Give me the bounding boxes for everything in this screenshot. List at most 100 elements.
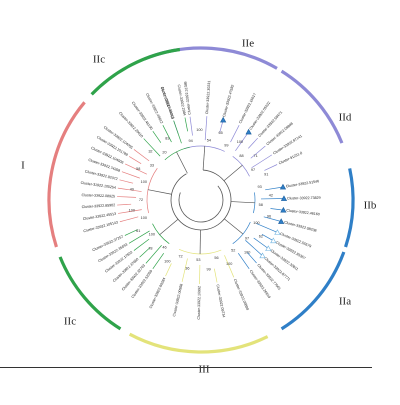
bootstrap-value: 56 bbox=[214, 256, 218, 260]
leaf-branch bbox=[120, 217, 138, 222]
clade-arc-III bbox=[130, 334, 268, 352]
bootstrap-value: 100 bbox=[226, 262, 232, 266]
clade-label-IIe: IIe bbox=[242, 38, 254, 50]
leaf-branch bbox=[153, 253, 164, 269]
bootstrap-value: 99 bbox=[207, 268, 211, 272]
leaf-label: Cluster-33922.51546 bbox=[286, 179, 320, 188]
clade-label-I: I bbox=[21, 160, 25, 172]
leaf-label: Cluster-33922.104055 bbox=[103, 125, 134, 150]
clade-stem bbox=[148, 190, 172, 195]
root-arc bbox=[179, 186, 223, 222]
leaf-label: Cluster-33922.46160 bbox=[286, 208, 320, 216]
figure-bottom-rule bbox=[0, 367, 372, 368]
leaf-marker-triangle bbox=[271, 238, 276, 243]
bootstrap-value: 100 bbox=[244, 251, 250, 255]
clade-stem bbox=[176, 152, 187, 173]
bootstrap-value: 72 bbox=[178, 254, 182, 258]
leaf-label: Cluster-33922.08925 bbox=[81, 193, 115, 198]
bootstrap-value: 33 bbox=[150, 164, 154, 168]
bootstrap-value: 78 bbox=[148, 246, 152, 250]
leaf-label: Cluster-33922.47582 bbox=[222, 84, 235, 117]
bootstrap-value: 97 bbox=[251, 168, 255, 172]
clade-label-IIc_top: IIc bbox=[93, 54, 105, 66]
leaf-branch bbox=[129, 156, 141, 163]
leaf-branch bbox=[264, 165, 277, 171]
leaf-label: Cluster-33922.00284 bbox=[149, 277, 167, 309]
bootstrap-value: 54 bbox=[207, 139, 211, 143]
leaf-branch bbox=[134, 149, 149, 160]
clade-label-IIa: IIa bbox=[339, 296, 351, 308]
leaf-branch bbox=[117, 204, 131, 205]
leaf-branch bbox=[166, 263, 172, 276]
leaf-branch bbox=[248, 138, 257, 148]
bootstrap-value: 46 bbox=[162, 246, 166, 250]
bootstrap-value: 97 bbox=[245, 237, 249, 241]
clade-arc-IIb bbox=[346, 168, 353, 247]
leaf-label: Cluster-33922.16992 bbox=[197, 286, 202, 320]
bootstrap-value: 52 bbox=[231, 249, 235, 253]
bootstrap-value: 100 bbox=[196, 128, 202, 132]
leaf-branch bbox=[134, 239, 149, 250]
leaf-branch bbox=[254, 238, 269, 249]
clade-arc-I bbox=[49, 102, 85, 247]
leaf-branch bbox=[205, 116, 207, 140]
clade-stem bbox=[231, 202, 255, 203]
clade-label-IIc_bottom: IIc bbox=[64, 316, 76, 328]
bootstrap-value: 36 bbox=[185, 267, 189, 271]
leaf-label: Cluster-33922.45513 bbox=[83, 212, 117, 221]
bootstrap-value: 49 bbox=[130, 187, 134, 191]
clade-stem bbox=[160, 219, 178, 234]
leaf-label: Cluster-33922.92072 bbox=[84, 169, 118, 181]
bootstrap-value: 20 bbox=[162, 150, 166, 154]
bootstrap-value: 100 bbox=[149, 232, 155, 236]
leaf-branch bbox=[174, 121, 182, 144]
leaf-label: Cluster-33922.09734 bbox=[215, 284, 225, 318]
bootstrap-value: 71 bbox=[253, 154, 257, 158]
clade-label-III: III bbox=[199, 364, 210, 376]
leaf-label: Cluster-33922.105143 bbox=[83, 220, 118, 233]
leaf-branch bbox=[122, 172, 140, 178]
bootstrap-value: 96 bbox=[267, 215, 271, 219]
backbone-arc bbox=[171, 170, 231, 230]
leaf-label: Cluster-91231.0 bbox=[278, 151, 303, 165]
leaf-label: Cluster-33922.73829 bbox=[287, 196, 321, 201]
leaf-branch bbox=[117, 197, 136, 198]
bootstrap-value: 72 bbox=[139, 198, 143, 202]
leaf-label: Cluster-33922.58238 bbox=[284, 220, 317, 233]
leaf-label: Cluster-33922.00958 bbox=[172, 283, 183, 317]
clade-arc-IId bbox=[282, 71, 342, 143]
clade-stem bbox=[224, 165, 242, 180]
bootstrap-value: 100 bbox=[141, 216, 147, 220]
bootstrap-value: 100 bbox=[237, 140, 243, 144]
bootstrap-value: 91 bbox=[264, 173, 268, 177]
bootstrap-value: 65 bbox=[218, 131, 222, 135]
bootstrap-value: 58 bbox=[136, 167, 140, 171]
bootstrap-value: 88 bbox=[239, 154, 243, 158]
bootstrap-value: 62 bbox=[259, 234, 263, 238]
bootstrap-value: 58 bbox=[259, 203, 263, 207]
leaf-marker-triangle bbox=[266, 246, 271, 251]
leaf-branch bbox=[224, 255, 233, 277]
bootstrap-value: 100 bbox=[141, 180, 147, 184]
bootstrap-value: 100 bbox=[253, 221, 259, 225]
leaf-label: Cluster-31922.105254 bbox=[80, 181, 116, 190]
clade-label-IIb: IIb bbox=[364, 200, 377, 212]
clade-label-IId: IId bbox=[339, 112, 352, 124]
bootstrap-value: 99 bbox=[224, 144, 228, 148]
leaf-branch bbox=[153, 131, 161, 142]
leaf-label: Cluster-33922.29318 bbox=[160, 86, 175, 119]
bootstrap-value: 53 bbox=[196, 258, 200, 262]
leaf-branch bbox=[119, 180, 133, 183]
clade-stem bbox=[224, 219, 243, 234]
leaf-branch bbox=[214, 269, 217, 283]
clade-stem bbox=[203, 146, 205, 170]
bootstrap-value: 61 bbox=[136, 229, 140, 233]
leaf-branch bbox=[190, 117, 192, 136]
leaf-label: Cluster-33922.85902 bbox=[82, 203, 116, 209]
bootstrap-value: 93 bbox=[257, 185, 261, 189]
leaf-label: Cluster-33922.30231 bbox=[205, 81, 211, 115]
bootstrap-value: 94 bbox=[188, 139, 192, 143]
bootstrap-value: 42 bbox=[269, 193, 273, 197]
